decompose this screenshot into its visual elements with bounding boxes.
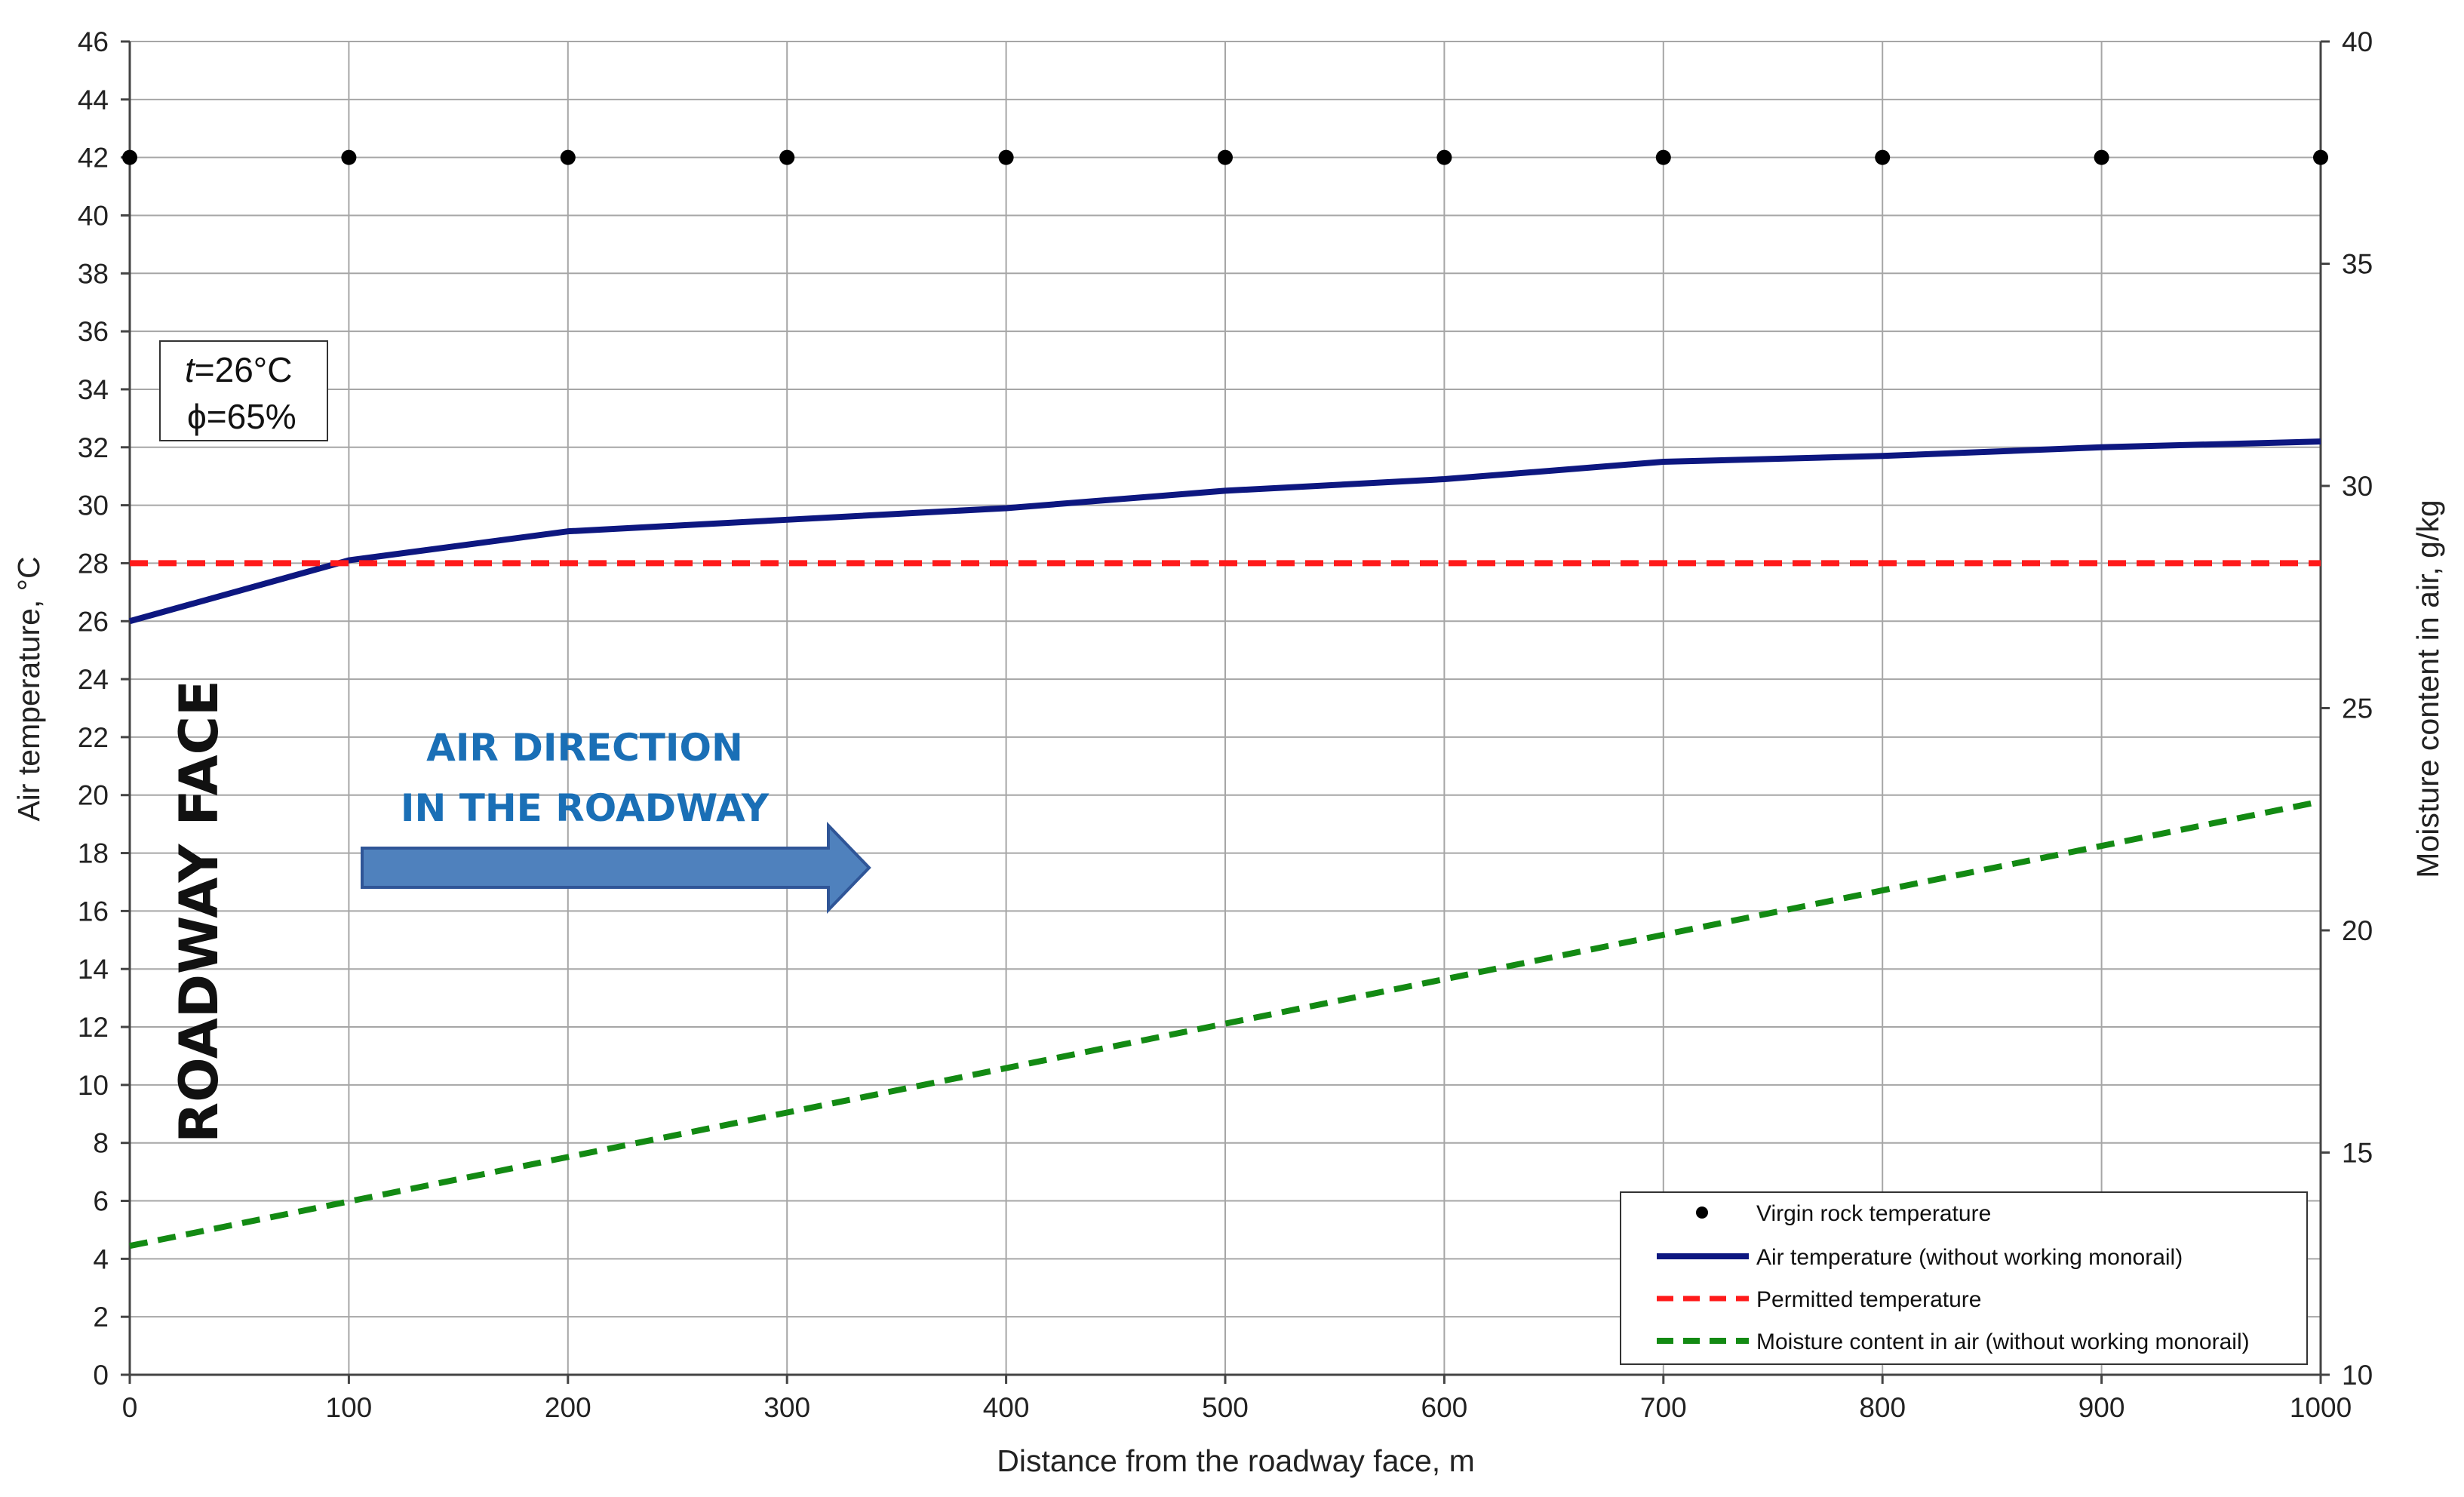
y2-tick-label: 40: [2342, 26, 2373, 57]
conditions-temperature: t=26°C: [185, 350, 292, 389]
air-direction-line-2: IN THE ROADWAY: [401, 786, 770, 830]
conditions-box: t=26°C ϕ=65%: [159, 340, 328, 441]
y-tick-label: 46: [78, 26, 109, 57]
y-tick-label: 20: [78, 780, 109, 811]
legend: Virgin rock temperature Air temperature …: [1620, 1191, 2308, 1365]
legend-label-air-temperature: Air temperature (without working monorai…: [1756, 1245, 2183, 1270]
y-tick-label: 36: [78, 316, 109, 347]
y-ticks: 0246810121416182022242628303234363840424…: [78, 26, 130, 1391]
y-tick-label: 26: [78, 606, 109, 637]
y-tick-label: 0: [93, 1360, 109, 1391]
conditions-temperature-value: =26°C: [195, 350, 293, 389]
air-direction-annotation: AIR DIRECTION IN THE ROADWAY: [361, 726, 871, 914]
legend-label-virgin-rock: Virgin rock temperature: [1756, 1201, 1991, 1226]
grid: [129, 41, 2321, 1376]
y2-tick-label: 30: [2342, 471, 2373, 502]
roadway-face-label: ROADWAY FACE: [168, 680, 230, 1143]
data-point-virgin-rock: [2094, 149, 2109, 165]
data-point-virgin-rock: [1655, 149, 1671, 165]
data-point-virgin-rock: [1436, 149, 1452, 165]
data-point-virgin-rock: [1218, 149, 1233, 165]
legend-item-moisture: Moisture content in air (without working…: [1657, 1329, 2250, 1354]
series-line-air-temperature: [128, 438, 2321, 625]
data-point-virgin-rock: [2313, 149, 2328, 165]
conditions-humidity: ϕ=65%: [187, 397, 296, 436]
x-tick-label: 900: [2078, 1392, 2125, 1423]
legend-frame: [1620, 1191, 2308, 1365]
x-tick-label: 500: [1202, 1392, 1249, 1423]
y-tick-label: 16: [78, 896, 109, 927]
y2-tick-label: 10: [2342, 1360, 2373, 1391]
x-ticks: 0 100 200 300 400 500 600 700 800 900 1000: [122, 1375, 2352, 1423]
conditions-box-frame: [159, 340, 328, 441]
x-tick-label: 800: [1859, 1392, 1906, 1423]
x-tick-label: 400: [983, 1392, 1030, 1423]
conditions-temperature-symbol: t: [185, 350, 196, 389]
legend-item-virgin-rock: Virgin rock temperature: [1696, 1201, 1991, 1226]
y2-tick-label: 15: [2342, 1138, 2373, 1169]
x-axis-title: Distance from the roadway face, m: [997, 1443, 1474, 1478]
legend-label-permitted: Permitted temperature: [1756, 1287, 1981, 1312]
y2-tick-label: 25: [2342, 693, 2373, 724]
y-tick-label: 44: [78, 85, 109, 115]
data-point-virgin-rock: [998, 149, 1014, 165]
series-lines: [122, 149, 2328, 1250]
data-point-virgin-rock: [560, 149, 576, 165]
data-point-virgin-rock: [1875, 149, 1891, 165]
y2-tick-label: 20: [2342, 915, 2373, 946]
data-point-virgin-rock: [341, 149, 357, 165]
legend-item-permitted: Permitted temperature: [1657, 1287, 1981, 1312]
legend-label-moisture: Moisture content in air (without working…: [1756, 1329, 2250, 1354]
y-tick-label: 10: [78, 1070, 109, 1101]
x-tick-label: 0: [122, 1392, 138, 1423]
y-tick-label: 30: [78, 490, 109, 521]
y-tick-label: 8: [93, 1128, 109, 1159]
air-direction-arrow: [361, 822, 871, 914]
y-tick-label: 4: [93, 1243, 109, 1274]
legend-marker-virgin-rock: [1696, 1207, 1708, 1219]
y-tick-label: 6: [93, 1186, 109, 1217]
x-tick-label: 200: [545, 1392, 591, 1423]
y-tick-label: 40: [78, 200, 109, 231]
y-tick-label: 22: [78, 722, 109, 753]
y-tick-label: 32: [78, 432, 109, 463]
y-tick-label: 18: [78, 838, 109, 869]
x-tick-label: 300: [763, 1392, 810, 1423]
data-point-virgin-rock: [122, 149, 137, 165]
legend-item-air-temperature: Air temperature (without working monorai…: [1657, 1245, 2183, 1270]
y-tick-label: 38: [78, 258, 109, 289]
y2-axis-title: Moisture content in air, g/kg: [2410, 500, 2445, 878]
y2-tick-label: 35: [2342, 249, 2373, 280]
y2-ticks: 10 15 20 25 30 35 40: [2321, 26, 2373, 1391]
x-tick-label: 700: [1640, 1392, 1687, 1423]
x-tick-label: 600: [1421, 1392, 1468, 1423]
y-tick-label: 34: [78, 374, 109, 405]
x-tick-label: 1000: [2290, 1392, 2352, 1423]
y-tick-label: 24: [78, 664, 109, 695]
x-tick-label: 100: [326, 1392, 373, 1423]
y-axis-title: Air temperature, °C: [11, 556, 46, 821]
y-tick-label: 12: [78, 1012, 109, 1043]
y-tick-label: 28: [78, 548, 109, 579]
y-tick-label: 2: [93, 1302, 109, 1333]
y-tick-label: 42: [78, 143, 109, 174]
data-point-virgin-rock: [779, 149, 795, 165]
y-tick-label: 14: [78, 954, 109, 985]
air-direction-line-1: AIR DIRECTION: [426, 726, 743, 770]
